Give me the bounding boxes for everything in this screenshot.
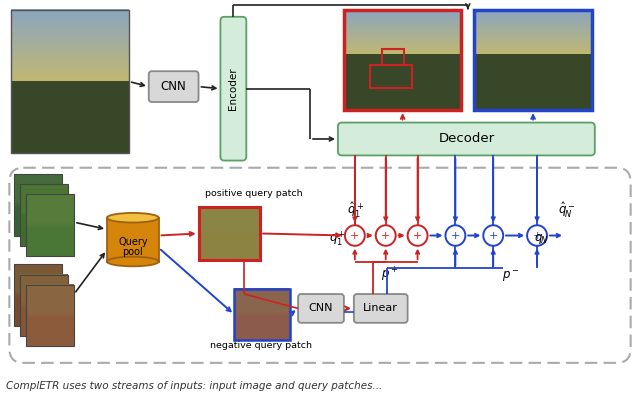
Bar xyxy=(20,184,68,246)
Circle shape xyxy=(408,225,428,246)
Bar xyxy=(234,289,290,340)
Text: positive query patch: positive query patch xyxy=(205,190,303,199)
Text: +: + xyxy=(381,230,390,240)
FancyBboxPatch shape xyxy=(10,168,630,363)
Text: CNN: CNN xyxy=(308,303,333,313)
FancyBboxPatch shape xyxy=(338,123,595,155)
FancyBboxPatch shape xyxy=(220,17,246,161)
Bar xyxy=(14,174,62,236)
Bar xyxy=(381,48,404,65)
Text: Query: Query xyxy=(118,237,148,247)
Text: +: + xyxy=(532,230,541,240)
Text: +: + xyxy=(451,230,460,240)
Text: negative query patch: negative query patch xyxy=(211,342,312,351)
Bar xyxy=(474,9,592,110)
Text: pool: pool xyxy=(122,247,143,257)
Bar xyxy=(234,289,290,340)
Bar xyxy=(14,264,62,326)
Bar xyxy=(20,275,68,336)
Text: ComplETR uses two streams of inputs: input image and query patches...: ComplETR uses two streams of inputs: inp… xyxy=(6,381,383,392)
Text: Encoder: Encoder xyxy=(228,67,238,110)
Text: $\hat{q}_{\!N}^-$: $\hat{q}_{\!N}^-$ xyxy=(558,200,575,219)
Text: +: + xyxy=(413,230,422,240)
Circle shape xyxy=(376,225,396,246)
Bar xyxy=(370,65,412,87)
Text: Linear: Linear xyxy=(364,303,398,313)
Circle shape xyxy=(527,225,547,246)
Circle shape xyxy=(345,225,365,246)
Text: $q_1^{\!+}$: $q_1^{\!+}$ xyxy=(329,229,345,248)
FancyBboxPatch shape xyxy=(298,294,344,323)
Text: $p^-$: $p^-$ xyxy=(502,269,520,284)
Bar xyxy=(107,218,159,262)
Text: CNN: CNN xyxy=(161,80,186,93)
Bar xyxy=(12,9,129,153)
Bar xyxy=(198,207,260,260)
Text: Decoder: Decoder xyxy=(438,132,495,145)
Ellipse shape xyxy=(107,213,159,223)
Text: $p^+$: $p^+$ xyxy=(381,266,399,284)
Text: +: + xyxy=(350,230,360,240)
Text: $\hat{q}_1^+$: $\hat{q}_1^+$ xyxy=(348,200,364,219)
Bar xyxy=(344,9,461,110)
FancyBboxPatch shape xyxy=(354,294,408,323)
Ellipse shape xyxy=(107,257,159,266)
FancyBboxPatch shape xyxy=(148,71,198,102)
Bar xyxy=(26,285,74,346)
Circle shape xyxy=(483,225,503,246)
Bar xyxy=(198,207,260,260)
Circle shape xyxy=(445,225,465,246)
Text: +: + xyxy=(488,230,498,240)
Text: $q_{\!N}$: $q_{\!N}$ xyxy=(534,232,548,245)
Bar xyxy=(26,195,74,256)
